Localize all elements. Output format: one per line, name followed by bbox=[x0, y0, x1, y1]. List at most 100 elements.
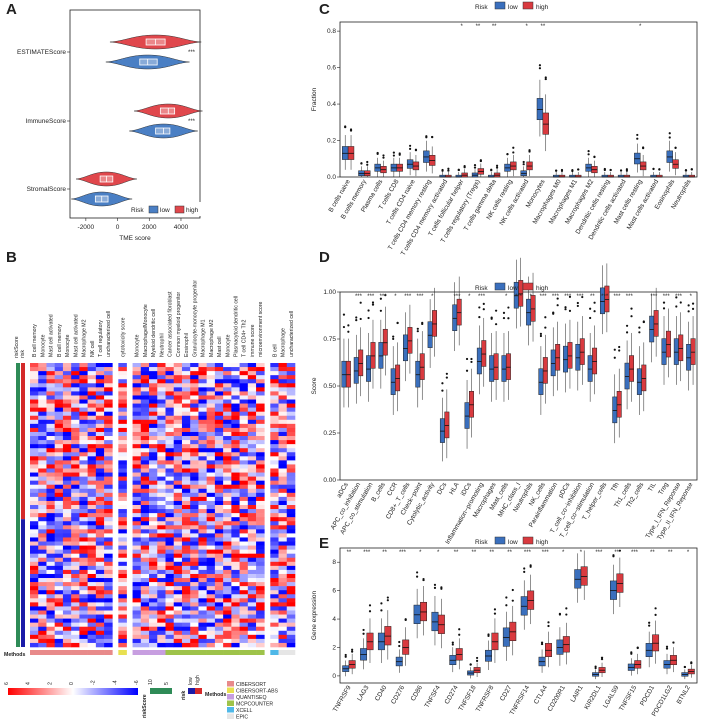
heatmap-cell bbox=[79, 606, 88, 611]
heatmap-cell bbox=[190, 456, 199, 461]
heatmap-cell bbox=[214, 642, 224, 648]
heatmap-cell bbox=[118, 505, 127, 510]
outlier bbox=[691, 302, 695, 305]
heatmap-cell bbox=[198, 569, 207, 575]
heatmap-cell bbox=[79, 561, 88, 567]
heatmap-cell bbox=[87, 403, 97, 408]
heatmap-cell bbox=[190, 440, 199, 445]
heatmap-cell bbox=[118, 590, 127, 595]
heatmap-cell bbox=[270, 610, 279, 615]
significance-mark: * bbox=[419, 550, 422, 556]
heatmap-cell bbox=[38, 460, 47, 465]
heatmap-cell bbox=[239, 614, 249, 619]
heatmap-cell bbox=[79, 379, 88, 384]
outlier bbox=[458, 633, 461, 636]
outlier bbox=[690, 168, 693, 171]
heatmap-cell bbox=[247, 582, 257, 587]
heatmap-cell bbox=[104, 557, 113, 563]
heatmap-cell bbox=[54, 431, 64, 437]
heatmap-cell bbox=[54, 533, 64, 538]
significance-mark: ** bbox=[668, 550, 673, 556]
heatmap-cell bbox=[54, 383, 64, 388]
heatmap-cell bbox=[54, 541, 64, 546]
panel-label-e: E bbox=[319, 535, 329, 552]
box-low bbox=[612, 396, 618, 424]
heatmap-cell bbox=[87, 363, 97, 368]
heatmap-cell bbox=[223, 545, 232, 550]
heatmap-cell bbox=[181, 618, 191, 623]
heatmap-cell bbox=[165, 529, 175, 534]
x-tick-label: 4000 bbox=[174, 224, 189, 231]
heatmap-cell bbox=[231, 541, 240, 546]
heatmap-cell bbox=[206, 614, 216, 619]
heatmap-cell bbox=[71, 606, 80, 611]
outlier bbox=[613, 348, 616, 351]
box-high bbox=[592, 347, 598, 375]
column-label: microenvironment score bbox=[258, 302, 264, 357]
method-bar bbox=[46, 650, 55, 655]
heatmap-cell bbox=[157, 634, 166, 640]
heatmap-cell bbox=[173, 363, 183, 368]
outlier bbox=[593, 310, 596, 313]
significance-mark: *** bbox=[363, 550, 371, 556]
box-low bbox=[563, 345, 568, 373]
heatmap-cell bbox=[256, 606, 265, 611]
outlier bbox=[547, 624, 550, 628]
heatmap-cell bbox=[95, 399, 105, 404]
heatmap-cell bbox=[231, 606, 240, 611]
heatmap-cell bbox=[118, 529, 127, 534]
heatmap-cell bbox=[54, 594, 64, 599]
heatmap-cell bbox=[87, 553, 97, 559]
heatmap-cell bbox=[270, 391, 279, 396]
heatmap-cell bbox=[30, 533, 39, 538]
heatmap-cell bbox=[95, 594, 105, 599]
heatmap-cell bbox=[173, 517, 183, 522]
heatmap-cell bbox=[190, 367, 199, 372]
heatmap-cell bbox=[54, 419, 64, 425]
heatmap-cell bbox=[206, 638, 216, 644]
box-high bbox=[567, 342, 573, 369]
heatmap-cell bbox=[165, 440, 175, 445]
heatmap-cell bbox=[95, 464, 105, 469]
heatmap-cell bbox=[79, 553, 88, 559]
heatmap-cell bbox=[278, 590, 288, 595]
heatmap-cell bbox=[30, 423, 39, 429]
x-tick-label: CTLA4 bbox=[533, 684, 549, 705]
heatmap-cell bbox=[247, 476, 257, 481]
heatmap-cell bbox=[190, 642, 199, 648]
heatmap-cell bbox=[38, 517, 47, 522]
heatmap-cell bbox=[239, 557, 249, 563]
heatmap-cell bbox=[62, 541, 72, 546]
outlier bbox=[523, 567, 526, 570]
heatmap-cell bbox=[231, 582, 240, 587]
outlier bbox=[625, 169, 628, 172]
heatmap-cell bbox=[198, 537, 207, 542]
heatmap-cell bbox=[30, 517, 39, 522]
heatmap-cell bbox=[149, 415, 158, 421]
heatmap-cell bbox=[165, 602, 175, 607]
heatmap-cell bbox=[104, 403, 113, 408]
outlier bbox=[522, 163, 525, 166]
heatmap-cell bbox=[54, 476, 64, 481]
heatmap-cell bbox=[62, 391, 72, 396]
heatmap-cell bbox=[54, 545, 64, 550]
heatmap-cell bbox=[278, 436, 288, 441]
heatmap-cell bbox=[223, 419, 232, 425]
heatmap-cell bbox=[181, 472, 191, 477]
outlier bbox=[589, 316, 592, 320]
heatmap-cell bbox=[165, 509, 175, 514]
heatmap-cell bbox=[62, 399, 72, 404]
heatmap-cell bbox=[157, 557, 166, 563]
heatmap-cell bbox=[62, 578, 72, 583]
heatmap-cell bbox=[46, 492, 55, 498]
heatmap-cell bbox=[181, 590, 191, 595]
heatmap-cell bbox=[104, 573, 113, 579]
heatmap-cell bbox=[118, 399, 127, 404]
column-label: uncharacterized cell bbox=[289, 311, 295, 357]
heatmap-cell bbox=[79, 537, 88, 542]
heatmap-cell bbox=[231, 573, 240, 579]
heatmap-cell bbox=[231, 472, 240, 477]
heatmap-cell bbox=[132, 582, 142, 587]
heatmap-cell bbox=[46, 500, 55, 506]
outlier bbox=[386, 599, 389, 602]
